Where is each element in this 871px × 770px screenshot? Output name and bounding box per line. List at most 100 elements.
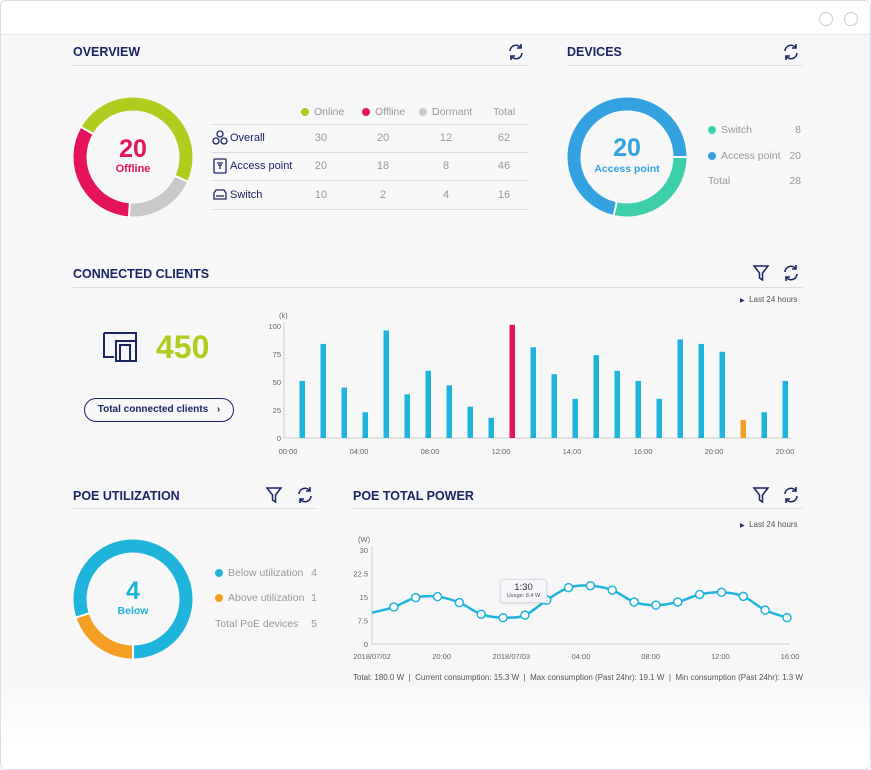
bar[interactable] [404,394,411,438]
filter-icon[interactable] [752,486,770,504]
window-button[interactable] [844,12,858,26]
clients-range-selector[interactable]: ▶ Last 24 hours [740,295,798,304]
data-point[interactable] [694,589,705,600]
bar[interactable] [488,417,495,438]
x-tick-label: 14:00 [563,447,582,456]
x-tick-label: 20:00 [776,447,795,456]
bar[interactable] [740,420,747,438]
data-point[interactable] [432,591,443,602]
row-divider [212,152,528,153]
bar[interactable] [614,370,621,438]
y-unit-label: (k) [279,311,288,320]
y-tick-label: 100 [268,322,281,331]
data-point[interactable] [585,580,596,591]
power-range-selector[interactable]: ▶ Last 24 hours [740,520,798,529]
table-cell: 12 [439,132,453,144]
bar[interactable] [761,412,768,438]
below-segment [73,539,193,659]
data-point[interactable] [760,605,770,615]
above-dot [215,594,223,602]
table-cell: 8 [442,160,450,172]
data-point[interactable] [498,612,508,623]
devices-total-label: Total [708,175,731,187]
divider [73,508,316,509]
bar[interactable] [509,324,516,438]
total-connected-clients-button[interactable]: Total connected clients › [84,398,234,422]
x-tick-label: 00:00 [279,447,298,456]
bar[interactable] [572,398,579,438]
y-tick-label: 22.5 [353,570,368,579]
legend-switch: Switch [708,124,752,136]
bottom-fade [1,679,870,769]
y-unit-label: (W) [358,535,371,544]
refresh-icon[interactable] [782,486,800,504]
overview-title: OVERVIEW [73,45,141,59]
x-tick-label: 20:00 [705,447,724,456]
bar[interactable] [656,398,663,438]
x-tick-label: 16:00 [634,447,653,456]
table-cell: 62 [497,132,511,144]
data-point[interactable] [563,582,574,593]
data-point[interactable] [607,585,618,595]
x-tick-label: 08:00 [421,447,440,456]
data-point[interactable] [651,600,661,610]
refresh-icon[interactable] [782,43,800,61]
bar[interactable] [698,343,705,438]
segment-separator [173,174,190,183]
table-cell: 20 [376,132,390,144]
refresh-icon[interactable] [782,264,800,282]
filter-icon[interactable] [752,264,770,282]
switch-dot [708,126,716,134]
data-point[interactable] [716,587,727,598]
window-button[interactable] [819,12,833,26]
devices-title: DEVICES [567,45,622,59]
data-point[interactable] [476,609,486,619]
data-point[interactable] [738,591,749,602]
caret-right-icon: ▶ [740,298,745,304]
bar[interactable] [320,343,327,438]
bar[interactable] [341,387,348,438]
switch-icon [213,189,227,200]
filter-icon[interactable] [265,486,283,504]
chevron-right-icon: › [216,404,221,415]
bar[interactable] [782,380,789,438]
dormant-dot [419,108,427,116]
bar[interactable] [425,370,432,438]
below-count: 4 [311,567,317,579]
bar[interactable] [467,406,474,438]
data-point[interactable] [673,597,683,607]
data-point[interactable] [389,602,399,612]
x-tick-label: 16:00 [781,652,800,661]
bar[interactable] [446,385,453,438]
refresh-icon[interactable] [296,486,314,504]
divider [73,65,529,66]
bar[interactable] [383,330,390,438]
bar[interactable] [593,355,600,438]
bar[interactable] [530,347,537,438]
data-point[interactable] [782,612,792,623]
poe-total-value: 5 [311,618,317,630]
poe-center-value: 4 [126,577,140,605]
x-tick-label: 2018/07/03 [493,652,531,661]
bar[interactable] [719,351,726,438]
bar[interactable] [677,339,684,438]
data-point[interactable] [520,610,530,620]
refresh-icon[interactable] [507,43,525,61]
bar[interactable] [362,412,369,438]
y-tick-label: 75 [273,350,281,359]
bar[interactable] [635,380,642,438]
row-label: Access point [230,160,293,172]
clients-count: 450 [156,329,210,365]
data-point[interactable] [410,592,421,603]
bar[interactable] [299,380,306,438]
row-divider [212,180,528,181]
legend-access-point: Access point [708,150,781,162]
data-point[interactable] [454,597,465,608]
bar[interactable] [551,374,558,438]
data-point[interactable] [629,597,639,607]
x-tick-label: 12:00 [711,652,730,661]
poe-power-title: POE TOTAL POWER [353,489,474,503]
poe-util-title: POE UTILIZATION [73,489,180,503]
clients-title: CONNECTED CLIENTS [73,267,210,281]
